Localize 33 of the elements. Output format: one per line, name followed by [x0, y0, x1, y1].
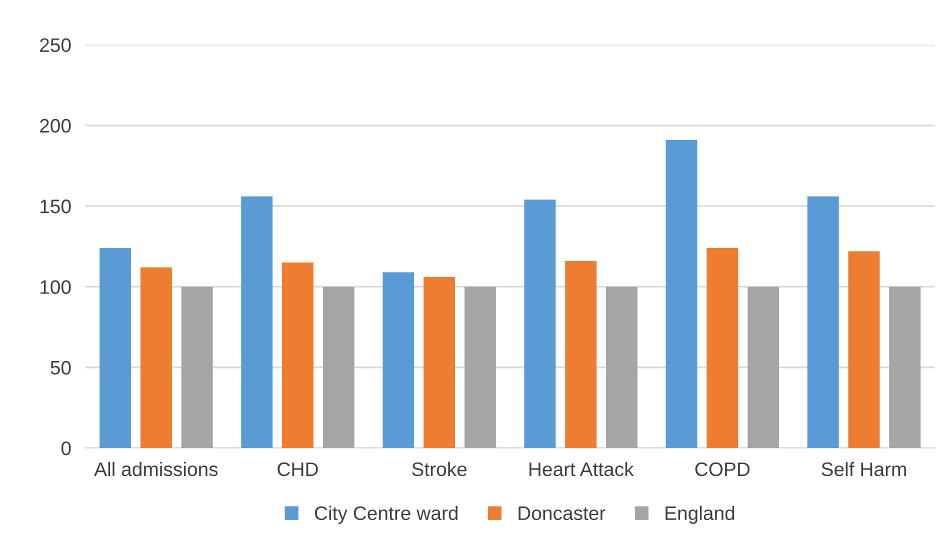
bar: [322, 286, 354, 448]
y-tick-label: 200: [40, 118, 71, 133]
bar: [606, 286, 638, 448]
x-tick-label: Stroke: [412, 462, 467, 476]
bar: [181, 286, 213, 448]
bar: [666, 140, 698, 448]
bar: [565, 260, 597, 448]
legend-label: Doncaster: [518, 506, 606, 520]
bar: [807, 196, 839, 448]
bar: [524, 200, 556, 448]
legend-label: City Centre ward: [314, 506, 458, 524]
x-tick-label: Self Harm: [822, 462, 906, 476]
bar: [706, 248, 738, 448]
y-tick-label: 50: [50, 360, 71, 375]
bar: [382, 272, 414, 448]
bar: [140, 267, 172, 448]
legend-label: England: [666, 506, 734, 524]
x-tick-label: CHD: [278, 462, 318, 476]
y-tick-label: 100: [40, 280, 71, 294]
bar: [848, 251, 880, 448]
bar: [100, 248, 132, 448]
y-tick-label: 150: [40, 200, 71, 214]
x-tick-label: Heart Attack: [530, 462, 634, 476]
y-tick-label: 0: [61, 441, 71, 456]
bar: [889, 286, 921, 448]
x-tick-label: All admissions: [94, 462, 218, 476]
y-tick-label: 250: [40, 38, 71, 52]
bar: [424, 277, 456, 448]
x-tick-label: COPD: [695, 462, 750, 476]
bar: [748, 286, 780, 448]
bar: [282, 262, 314, 448]
bar: [241, 196, 273, 448]
bar: [464, 286, 496, 448]
